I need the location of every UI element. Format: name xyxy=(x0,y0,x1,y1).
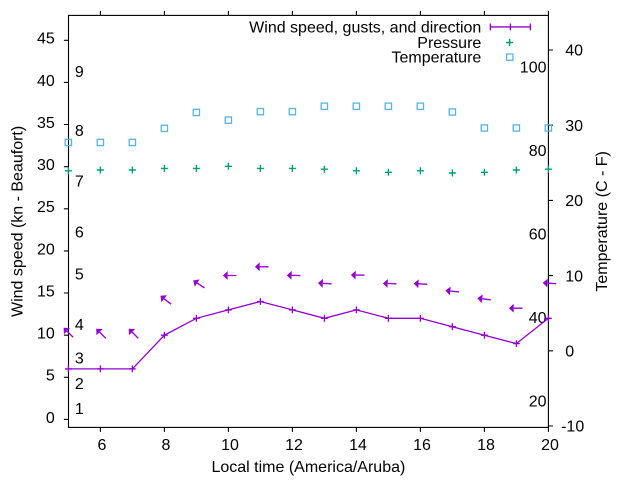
svg-text:Local time (America/Aruba): Local time (America/Aruba) xyxy=(211,459,405,476)
svg-text:16: 16 xyxy=(413,437,431,454)
svg-text:10: 10 xyxy=(37,326,55,343)
svg-text:8: 8 xyxy=(75,123,84,140)
svg-text:3: 3 xyxy=(75,351,84,368)
svg-text:60: 60 xyxy=(529,227,547,244)
svg-text:20: 20 xyxy=(529,394,547,411)
svg-text:20: 20 xyxy=(565,193,583,210)
svg-text:20: 20 xyxy=(541,437,559,454)
svg-text:15: 15 xyxy=(37,283,55,300)
svg-text:14: 14 xyxy=(349,437,367,454)
svg-text:8: 8 xyxy=(162,437,171,454)
svg-text:-10: -10 xyxy=(561,419,584,436)
svg-text:10: 10 xyxy=(565,268,583,285)
svg-text:6: 6 xyxy=(75,224,84,241)
svg-text:100: 100 xyxy=(520,59,547,76)
svg-text:40: 40 xyxy=(37,73,55,90)
svg-text:Pressure: Pressure xyxy=(417,35,481,52)
svg-text:5: 5 xyxy=(75,266,84,283)
svg-text:Wind speed (kn - Beaufort): Wind speed (kn - Beaufort) xyxy=(10,126,27,317)
svg-text:80: 80 xyxy=(529,143,547,160)
svg-text:20: 20 xyxy=(37,241,55,258)
svg-text:5: 5 xyxy=(46,368,55,385)
svg-text:1: 1 xyxy=(75,401,84,418)
svg-text:30: 30 xyxy=(565,118,583,135)
svg-text:4: 4 xyxy=(75,317,84,334)
svg-text:6: 6 xyxy=(98,437,107,454)
svg-text:45: 45 xyxy=(37,31,55,48)
svg-text:0: 0 xyxy=(46,410,55,427)
svg-text:35: 35 xyxy=(37,115,55,132)
svg-text:12: 12 xyxy=(285,437,303,454)
svg-text:0: 0 xyxy=(565,344,574,361)
svg-text:40: 40 xyxy=(529,310,547,327)
svg-text:10: 10 xyxy=(221,437,239,454)
svg-text:40: 40 xyxy=(565,43,583,60)
svg-text:2: 2 xyxy=(75,376,84,393)
svg-text:7: 7 xyxy=(75,174,84,191)
svg-text:Temperature (C - F): Temperature (C - F) xyxy=(594,151,611,291)
svg-text:25: 25 xyxy=(37,199,55,216)
svg-text:30: 30 xyxy=(37,157,55,174)
svg-text:18: 18 xyxy=(477,437,495,454)
svg-text:Wind speed, gusts, and directi: Wind speed, gusts, and direction xyxy=(249,19,481,36)
svg-text:Temperature: Temperature xyxy=(391,50,481,67)
svg-text:9: 9 xyxy=(75,64,84,81)
